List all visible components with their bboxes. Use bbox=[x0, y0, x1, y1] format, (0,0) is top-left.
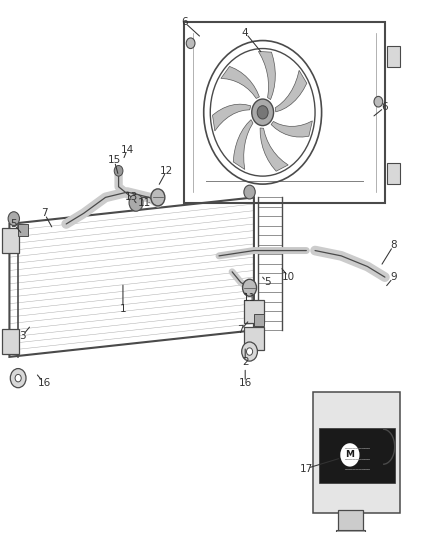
Circle shape bbox=[242, 342, 258, 361]
Polygon shape bbox=[233, 119, 253, 169]
Bar bbox=[387, 46, 400, 67]
Text: 9: 9 bbox=[390, 272, 397, 282]
FancyBboxPatch shape bbox=[2, 228, 19, 253]
Polygon shape bbox=[258, 51, 276, 100]
Polygon shape bbox=[260, 128, 288, 171]
Circle shape bbox=[340, 443, 360, 466]
Bar bbox=[338, 510, 363, 531]
Bar bbox=[254, 314, 264, 326]
Polygon shape bbox=[275, 70, 307, 112]
Text: 5: 5 bbox=[264, 278, 270, 287]
Text: 1: 1 bbox=[120, 304, 126, 314]
Text: 4: 4 bbox=[242, 28, 248, 38]
Circle shape bbox=[114, 165, 123, 176]
Circle shape bbox=[129, 194, 143, 211]
Text: 16: 16 bbox=[38, 378, 51, 389]
Bar bbox=[184, 22, 385, 203]
Text: M: M bbox=[346, 450, 354, 459]
Polygon shape bbox=[221, 67, 259, 99]
Text: ─────────: ───────── bbox=[343, 456, 370, 461]
Text: 3: 3 bbox=[19, 330, 26, 341]
Polygon shape bbox=[212, 104, 251, 131]
Text: 6: 6 bbox=[381, 102, 388, 112]
Circle shape bbox=[243, 279, 257, 296]
Bar bbox=[18, 224, 28, 236]
Text: 15: 15 bbox=[108, 155, 121, 165]
Text: 16: 16 bbox=[239, 378, 252, 389]
Text: 17: 17 bbox=[300, 464, 313, 473]
Text: 6: 6 bbox=[181, 17, 187, 27]
Polygon shape bbox=[271, 121, 312, 137]
Bar bbox=[336, 530, 365, 533]
Text: 7: 7 bbox=[237, 325, 244, 335]
FancyBboxPatch shape bbox=[244, 300, 264, 324]
Circle shape bbox=[186, 38, 195, 49]
Circle shape bbox=[8, 212, 19, 225]
Circle shape bbox=[374, 96, 383, 107]
Circle shape bbox=[257, 106, 268, 119]
Circle shape bbox=[151, 189, 165, 206]
Text: 2: 2 bbox=[242, 357, 248, 367]
Circle shape bbox=[252, 99, 274, 126]
Text: ─────────: ───────── bbox=[343, 466, 370, 472]
Text: 13: 13 bbox=[125, 192, 138, 203]
Bar bbox=[387, 163, 400, 184]
Circle shape bbox=[11, 368, 26, 387]
Text: 8: 8 bbox=[390, 240, 397, 250]
Text: 10: 10 bbox=[283, 272, 295, 282]
Text: 14: 14 bbox=[121, 144, 134, 155]
FancyBboxPatch shape bbox=[244, 327, 264, 350]
FancyBboxPatch shape bbox=[2, 329, 19, 354]
Text: 7: 7 bbox=[41, 208, 48, 219]
Text: 11: 11 bbox=[138, 198, 152, 208]
Text: 12: 12 bbox=[160, 166, 173, 176]
FancyBboxPatch shape bbox=[318, 428, 396, 483]
Circle shape bbox=[244, 185, 255, 199]
FancyBboxPatch shape bbox=[313, 392, 400, 513]
Text: 5: 5 bbox=[11, 219, 17, 229]
Circle shape bbox=[15, 374, 21, 382]
Circle shape bbox=[247, 348, 253, 356]
Text: 11: 11 bbox=[243, 293, 256, 303]
Text: ─────────: ───────── bbox=[343, 445, 370, 450]
